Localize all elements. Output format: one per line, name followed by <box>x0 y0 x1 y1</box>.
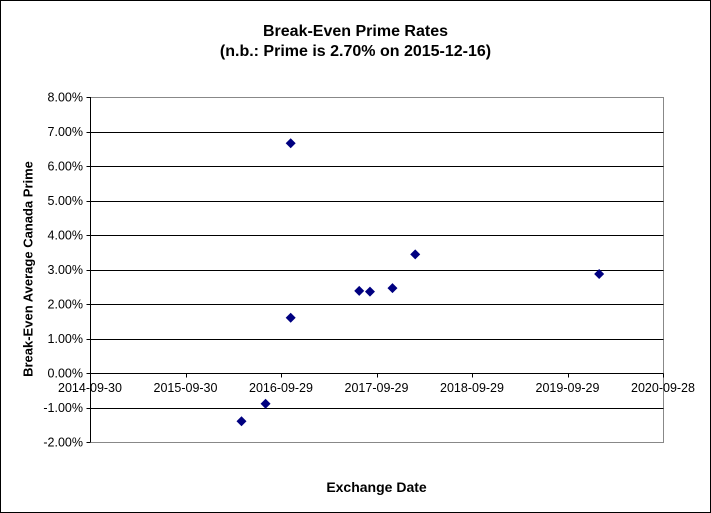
y-tick-label: 5.00% <box>48 194 83 208</box>
data-point <box>410 249 421 260</box>
x-tick-label: 2016-09-29 <box>249 381 313 395</box>
y-tick-label: 1.00% <box>48 332 83 346</box>
x-tick-label: 2017-09-29 <box>345 381 409 395</box>
chart-subtitle: (n.b.: Prime is 2.70% on 2015-12-16) <box>219 43 492 60</box>
data-point <box>354 285 365 296</box>
y-tick-label: 0.00% <box>48 367 83 381</box>
data-point <box>236 416 247 427</box>
x-axis-title: Exchange Date <box>326 479 427 495</box>
y-tick-label: 7.00% <box>48 125 83 139</box>
y-tick-label: 6.00% <box>48 160 83 174</box>
data-point <box>260 398 271 409</box>
chart-title: Break-Even Prime Rates <box>263 23 448 40</box>
x-tick-label: 2015-09-30 <box>154 381 218 395</box>
data-point <box>285 312 296 323</box>
y-tick-label: 3.00% <box>48 263 83 277</box>
y-tick-label: 4.00% <box>48 229 83 243</box>
data-point <box>387 283 398 294</box>
data-point <box>285 138 296 149</box>
y-tick-label: 2.00% <box>48 298 83 312</box>
y-axis-title: Break-Even Average Canada Prime <box>20 161 36 377</box>
y-tick-label: 8.00% <box>48 91 83 105</box>
x-tick-label: 2020-09-28 <box>631 381 695 395</box>
y-tick-label: -1.00% <box>43 401 83 415</box>
x-tick-label: 2018-09-29 <box>440 381 504 395</box>
chart-title-block: Break-Even Prime Rates (n.b.: Prime is 2… <box>1 22 710 62</box>
x-tick-label: 2019-09-29 <box>536 381 600 395</box>
y-tick-label: -2.00% <box>43 436 83 450</box>
data-point <box>364 286 375 297</box>
data-point <box>594 268 605 279</box>
x-tick-label: 2014-09-30 <box>58 381 122 395</box>
